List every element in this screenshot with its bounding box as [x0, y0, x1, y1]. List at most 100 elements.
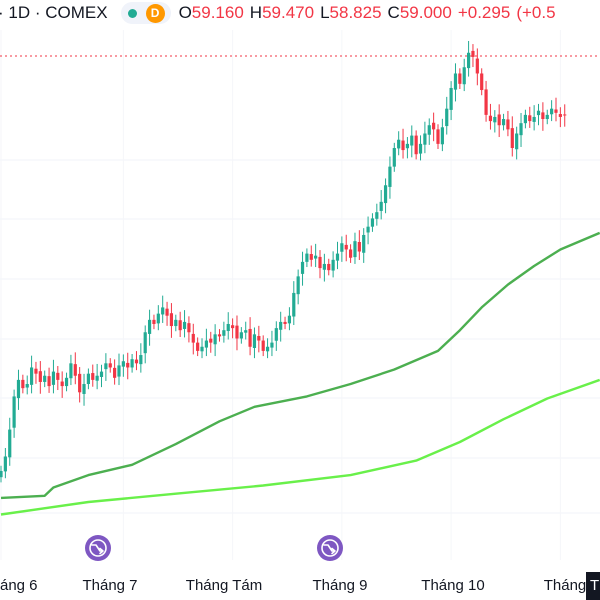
candle — [91, 364, 95, 387]
candle — [139, 343, 143, 373]
candle — [226, 312, 230, 340]
x-tick-label: Tháng 9 — [312, 577, 368, 594]
candle — [43, 370, 47, 388]
candle — [466, 40, 471, 77]
candle — [370, 213, 375, 232]
moving-average-slow — [0, 378, 600, 516]
symbol-interval: · 1D · COMEX — [0, 3, 108, 22]
candle — [528, 106, 532, 128]
candle — [532, 105, 536, 131]
candle — [305, 248, 309, 268]
candle — [453, 63, 458, 102]
candle — [331, 251, 335, 278]
candle — [449, 81, 453, 121]
dividend-split-icon[interactable] — [317, 535, 343, 561]
candle — [82, 373, 86, 406]
candle — [379, 190, 383, 220]
candle — [248, 317, 252, 356]
candle — [252, 327, 257, 359]
x-tick-label: Tháng 7 — [82, 577, 138, 594]
candle — [143, 325, 147, 364]
candle — [497, 104, 501, 138]
candle — [69, 354, 73, 386]
x-tick-label: Tháng 10 — [421, 577, 485, 594]
candle — [550, 100, 554, 122]
ohlc-change-percent: (+0.5 — [516, 3, 556, 22]
candle — [445, 96, 449, 135]
candle — [362, 228, 366, 263]
candle — [25, 375, 29, 395]
candle — [318, 250, 322, 279]
candle — [156, 305, 160, 331]
candle — [108, 358, 112, 373]
candle — [152, 314, 156, 330]
moving-average-fast — [0, 231, 600, 500]
candle — [147, 309, 152, 346]
candle — [309, 245, 313, 267]
candle — [3, 447, 7, 479]
candle — [104, 353, 108, 381]
time-axis-badge: T — [586, 572, 600, 600]
candle — [213, 324, 217, 357]
candle — [64, 372, 69, 392]
candle — [231, 318, 235, 339]
candle — [187, 316, 191, 343]
candle — [366, 216, 370, 245]
candle — [51, 359, 56, 394]
candle — [300, 251, 305, 286]
candle — [178, 311, 182, 338]
candle — [296, 269, 300, 305]
candle — [558, 107, 562, 128]
candle — [86, 368, 90, 390]
candle — [414, 130, 418, 160]
x-tick-label: Tháng Tám — [185, 577, 263, 594]
candle — [222, 321, 226, 343]
candle — [191, 323, 195, 355]
candle — [287, 307, 292, 331]
candle — [353, 232, 357, 264]
candle — [38, 361, 42, 394]
candle — [388, 156, 392, 199]
candle — [200, 338, 204, 359]
candle — [217, 329, 222, 342]
candle — [169, 303, 174, 338]
candle — [519, 113, 523, 147]
x-tick-label: Tháng 6 — [0, 577, 38, 594]
candle — [397, 131, 401, 156]
candle — [130, 354, 134, 373]
candle — [523, 109, 527, 129]
candle — [536, 103, 541, 126]
ohlc-change: +0.295 — [457, 3, 511, 22]
candle — [244, 321, 248, 340]
candle — [0, 465, 3, 483]
candle — [515, 126, 519, 160]
candle — [182, 310, 187, 338]
candle — [471, 44, 475, 68]
ohlc-open: O59.160 — [178, 3, 244, 22]
candle — [60, 371, 64, 398]
candle — [335, 241, 340, 270]
candle — [174, 314, 178, 332]
chart-header: · 1D · COMEX D O59.160 H59.470 L58.825 C… — [0, 0, 600, 26]
dividend-split-icon[interactable] — [85, 535, 111, 561]
candle — [16, 369, 21, 410]
candle — [12, 389, 16, 438]
candle — [279, 311, 283, 342]
candle — [239, 327, 243, 344]
candle — [327, 258, 331, 276]
candle — [436, 124, 440, 150]
candle — [554, 97, 558, 122]
candle — [274, 321, 278, 351]
candle — [113, 359, 117, 385]
candle — [541, 102, 545, 131]
candle — [126, 352, 130, 380]
candle — [410, 125, 414, 158]
market-status[interactable]: D — [120, 2, 171, 24]
candle — [292, 281, 296, 326]
candle — [405, 137, 410, 159]
candle — [134, 351, 139, 371]
candle — [265, 338, 270, 359]
candle — [270, 330, 274, 357]
candle — [8, 417, 12, 466]
